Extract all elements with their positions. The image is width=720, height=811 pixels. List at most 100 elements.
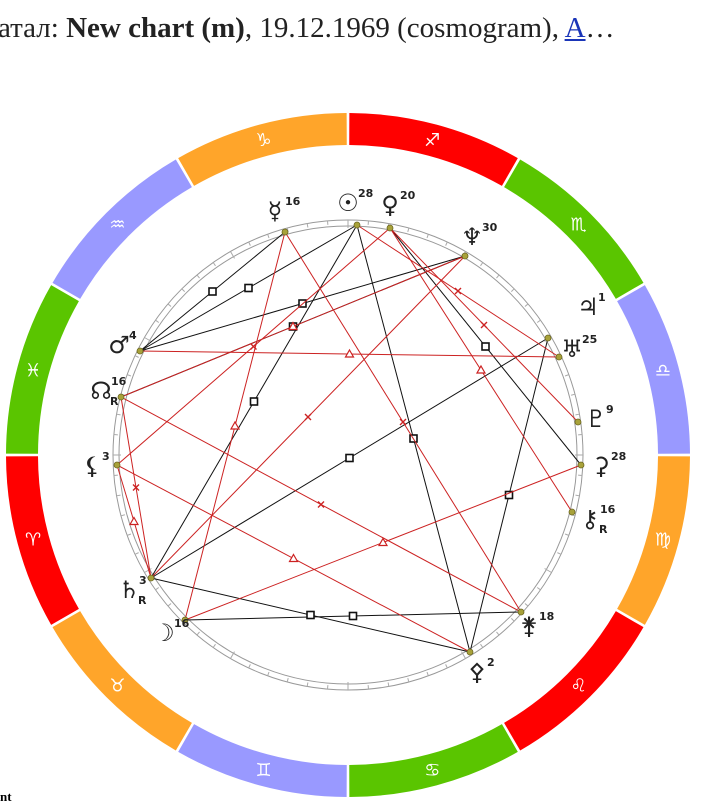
tick — [426, 234, 429, 239]
planet-glyph: ♀ — [381, 191, 399, 219]
zodiac-segment — [6, 456, 79, 625]
planet-glyph: ☽ — [153, 619, 175, 647]
planet-degree: 28 — [611, 450, 626, 463]
planet-dot — [113, 461, 121, 469]
aspect-marker — [229, 420, 241, 430]
planet-degree: 30 — [482, 221, 498, 234]
header-details: , 19.12.1969 (cosmogram), — [244, 12, 565, 44]
aspect-marker — [132, 484, 140, 491]
tick — [196, 631, 200, 636]
tick — [167, 603, 172, 607]
tick — [536, 319, 541, 323]
tick — [536, 587, 541, 591]
planet-degree: 2 — [487, 656, 495, 669]
zodiac-segment — [504, 159, 644, 299]
tick — [127, 374, 132, 377]
zodiac-segment — [504, 611, 644, 751]
planet-degree: 25 — [582, 333, 597, 346]
aspect-marker — [348, 611, 358, 621]
aspect-marker — [250, 343, 257, 350]
planet-dot — [461, 252, 469, 260]
aspect-marker — [208, 287, 217, 296]
tick — [196, 274, 200, 279]
zodiac-sign: ♏ — [570, 214, 586, 235]
tick — [286, 677, 289, 683]
zodiac-sign: ♋ — [424, 760, 440, 781]
planet-glyph: ☉ — [337, 189, 359, 217]
retrograde-mark: R — [110, 395, 119, 408]
zodiac-sign: ♒ — [109, 214, 125, 235]
planet-degree: 9 — [606, 403, 614, 416]
planet-dot — [117, 393, 125, 401]
tick — [557, 552, 562, 555]
zodiac-segment — [349, 724, 518, 797]
planet-degree: 16 — [174, 617, 190, 630]
planet-glyph: ♃ — [577, 293, 599, 321]
planet-glyph: ☿ — [268, 197, 283, 225]
header-link[interactable]: A — [564, 12, 586, 44]
aspect-marker — [304, 413, 312, 421]
tick — [248, 241, 251, 246]
planet-dot — [147, 574, 155, 582]
planet-degree: 18 — [539, 610, 554, 623]
planet-dot — [353, 221, 361, 229]
tick — [575, 413, 580, 416]
aspect-marker — [306, 610, 315, 620]
planet-glyph: ⚷ — [581, 505, 599, 533]
chart-name: New chart (m) — [66, 12, 245, 44]
zodiac-segment — [617, 456, 690, 625]
zodiac-sign: ♓ — [25, 361, 41, 382]
tick — [155, 319, 160, 323]
aspect-marker — [480, 321, 488, 329]
planet-degree: 28 — [358, 187, 373, 200]
tick — [116, 413, 121, 416]
planet-glyph: ⚸ — [83, 452, 101, 480]
footer: nt — [0, 789, 12, 804]
zodiac-sign: ♐ — [424, 130, 440, 151]
zodiac-segment — [349, 113, 518, 186]
planet-dot — [577, 461, 585, 469]
tick — [144, 337, 152, 342]
aspect-marker — [244, 283, 253, 293]
tick — [267, 671, 270, 676]
planet-glyph: ♇ — [585, 405, 607, 433]
zodiac-segment — [6, 285, 79, 454]
aspect-marker — [317, 501, 325, 508]
tick — [267, 234, 270, 239]
tick — [155, 587, 160, 591]
planet-degree: 16 — [111, 375, 127, 388]
planet-degree: 3 — [102, 450, 110, 463]
aspect-marker — [377, 537, 389, 547]
planet-degree: 16 — [285, 195, 301, 208]
tick — [407, 227, 410, 233]
planet-glyph: ⚳ — [592, 452, 610, 480]
tick — [564, 374, 569, 377]
tick — [496, 631, 500, 636]
planet-glyph: ☊ — [90, 377, 111, 405]
planet-dot — [386, 224, 394, 232]
tick — [230, 251, 235, 259]
zodiac-segment — [178, 113, 347, 186]
tick — [116, 494, 121, 497]
tick — [426, 671, 429, 676]
planet-dot — [136, 347, 144, 355]
planet-degree: 4 — [129, 329, 137, 342]
planet-degree: 3 — [139, 574, 147, 587]
planet-glyph: ♅ — [561, 335, 583, 363]
aspect-marker — [345, 453, 354, 463]
tick — [167, 303, 172, 307]
tick — [461, 651, 466, 659]
zodiac-segment — [52, 611, 192, 751]
planet-glyph: ♂ — [108, 331, 130, 359]
planet-glyph: ♄ — [118, 576, 140, 604]
aspect-marker — [475, 364, 487, 374]
zodiac-sign: ♍ — [655, 529, 671, 550]
header-prefix: атал: — [0, 12, 67, 44]
aspect-marker — [454, 287, 462, 295]
retrograde-mark: R — [138, 594, 147, 607]
zodiac-sign: ♉ — [109, 676, 125, 697]
tick — [212, 262, 216, 267]
tick — [212, 643, 216, 648]
